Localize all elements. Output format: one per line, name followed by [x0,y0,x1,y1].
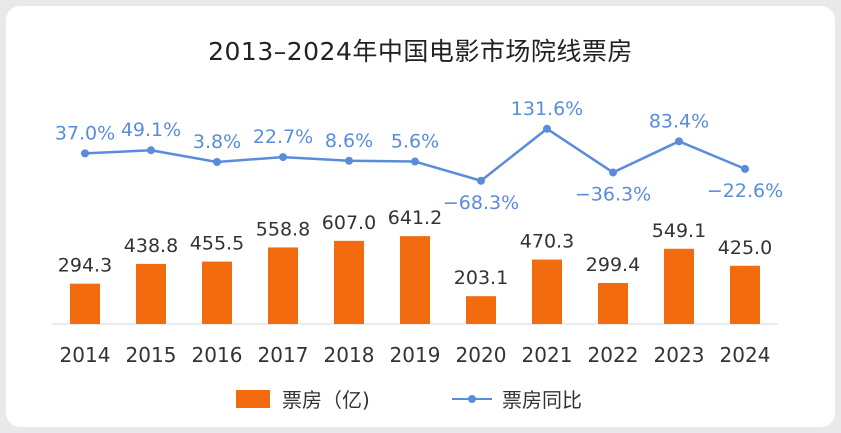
x-tick-label: 2019 [390,343,441,367]
yoy-value-label: 49.1% [121,119,181,141]
x-tick-label: 2015 [126,343,177,367]
chart-card [6,6,835,427]
bar-2020 [466,296,496,324]
bar-2018 [334,240,364,324]
bar-value-label: 549.1 [652,220,706,242]
x-tick-label: 2017 [258,343,309,367]
x-tick-label: 2022 [588,343,639,367]
yoy-point-2020 [477,176,485,185]
yoy-value-label: 22.7% [253,126,313,148]
yoy-point-2018 [345,156,353,165]
legend-swatch-bar [236,389,270,408]
bar-value-label: 203.1 [454,267,508,289]
bar-2024 [730,265,760,324]
legend-label-yoy: 票房同比 [502,388,582,412]
yoy-point-2024 [741,164,749,173]
bar-value-label: 294.3 [58,255,112,277]
bar-2014 [70,283,100,324]
bar-2023 [664,248,694,324]
x-tick-label: 2018 [324,343,375,367]
yoy-value-label: −22.6% [707,180,783,202]
legend: 票房（亿) 票房同比 [0,384,841,414]
yoy-value-label: 37.0% [55,122,115,144]
bar-2016 [202,261,232,324]
yoy-value-label: 8.6% [325,130,373,152]
yoy-point-2019 [411,157,419,166]
yoy-point-2022 [609,168,617,177]
legend-item-yoy: 票房同比 [450,384,582,413]
legend-swatch-line [452,394,492,403]
legend-item-box-office: 票房（亿) [236,384,370,413]
x-tick-label: 2020 [456,343,507,367]
bar-value-label: 558.8 [256,218,310,240]
bar-2021 [532,259,562,324]
chart-title: 2013–2024年中国电影市场院线票房 [208,37,633,66]
yoy-point-2015 [147,146,155,155]
yoy-point-2016 [213,158,221,167]
yoy-value-label: 83.4% [649,110,709,132]
yoy-point-2021 [543,124,551,133]
yoy-point-2023 [675,137,683,146]
x-tick-label: 2021 [522,343,573,367]
bar-2019 [400,236,430,324]
x-tick-label: 2023 [654,343,705,367]
bar-value-label: 438.8 [124,235,178,257]
bar-value-label: 470.3 [520,231,574,253]
bar-value-label: 425.0 [718,237,772,259]
bar-value-label: 641.2 [388,207,442,229]
bar-2017 [268,247,298,324]
bar-2015 [136,263,166,324]
yoy-value-label: 131.6% [511,98,583,120]
bar-2022 [598,282,628,324]
yoy-value-label: 5.6% [391,131,439,153]
yoy-value-label: 3.8% [193,131,241,153]
yoy-point-2017 [279,153,287,162]
x-tick-label: 2024 [720,343,771,367]
legend-label-box-office: 票房（亿) [282,388,370,412]
x-tick-label: 2014 [60,343,111,367]
yoy-value-label: −68.3% [443,192,519,214]
bar-value-label: 455.5 [190,233,244,255]
bar-value-label: 299.4 [586,254,640,276]
bar-value-label: 607.0 [322,212,376,234]
x-tick-label: 2016 [192,343,243,367]
yoy-point-2014 [81,149,89,158]
yoy-value-label: −36.3% [575,183,651,205]
